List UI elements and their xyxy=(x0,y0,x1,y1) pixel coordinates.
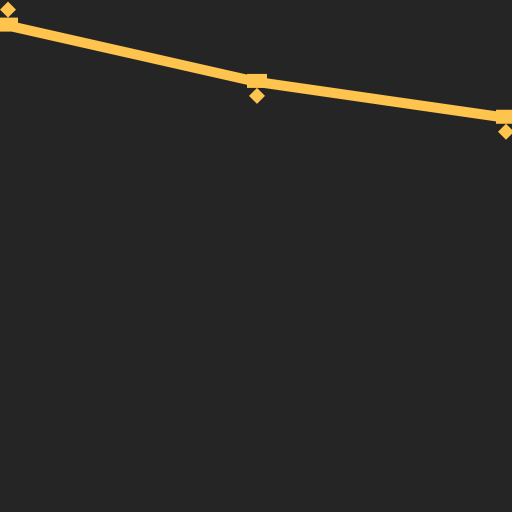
data-point-marker-diamond xyxy=(249,87,265,104)
data-point-marker-diamond xyxy=(498,123,512,140)
data-point-marker-body xyxy=(496,109,512,124)
data-point-0-2 xyxy=(496,109,512,140)
data-point-marker-body xyxy=(0,17,18,32)
data-point-0-0 xyxy=(0,1,18,32)
series-layer xyxy=(0,1,512,140)
data-point-0-1 xyxy=(247,73,267,104)
data-point-marker-body xyxy=(247,73,267,88)
data-point-marker-diamond xyxy=(0,1,16,18)
